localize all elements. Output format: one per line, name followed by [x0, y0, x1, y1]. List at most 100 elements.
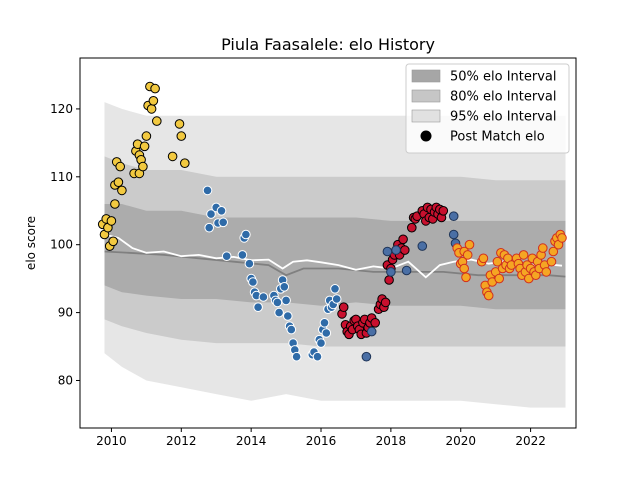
match-point [361, 351, 372, 362]
match-point [316, 338, 326, 348]
match-point [400, 245, 410, 255]
legend-marker [420, 130, 432, 142]
match-point [244, 258, 255, 269]
match-point [462, 250, 473, 260]
match-point [258, 292, 269, 302]
match-point [221, 251, 232, 262]
x-tick-label: 2012 [166, 434, 197, 448]
match-point [370, 318, 381, 328]
match-point [483, 290, 494, 301]
match-point [152, 116, 162, 126]
match-point [538, 243, 548, 253]
match-point [518, 250, 529, 260]
match-point [139, 141, 150, 152]
match-point [115, 161, 125, 172]
chart-title: Piula Faasalele: elo History [221, 35, 435, 54]
match-point [216, 206, 227, 216]
match-point [286, 324, 297, 335]
x-axis: 2010 2012 2014 2016 2018 2020 2022 [96, 428, 546, 448]
match-point [492, 256, 503, 267]
match-point [541, 267, 552, 277]
match-point [283, 311, 293, 321]
match-point [459, 263, 470, 274]
match-point [380, 297, 391, 308]
x-tick-label: 2016 [306, 434, 337, 448]
match-point [274, 307, 284, 318]
match-point [110, 199, 120, 209]
match-point [312, 351, 323, 362]
match-point [438, 206, 449, 216]
match-point [202, 185, 213, 196]
match-point [330, 284, 340, 294]
match-point [331, 294, 342, 304]
match-point [146, 104, 157, 114]
match-point [338, 302, 349, 313]
match-point [241, 229, 251, 240]
y-tick-label: 90 [58, 306, 73, 320]
match-point [464, 239, 475, 250]
match-point [176, 131, 187, 141]
match-point [106, 216, 117, 226]
match-point [384, 275, 394, 285]
y-tick-label: 100 [50, 238, 73, 252]
x-tick-label: 2022 [515, 434, 546, 448]
match-point [366, 326, 377, 337]
match-point [291, 351, 302, 362]
match-point [461, 272, 471, 283]
match-point [557, 233, 567, 243]
x-tick-label: 2018 [376, 434, 407, 448]
legend-label: 95% elo Interval [450, 110, 557, 125]
match-point [141, 131, 152, 141]
legend-swatch [411, 109, 441, 123]
match-point [113, 177, 124, 187]
match-point [204, 222, 214, 233]
plot-area [97, 81, 567, 408]
match-point [548, 246, 559, 257]
match-point [448, 211, 459, 221]
legend-swatch [411, 89, 441, 103]
match-point [407, 222, 417, 233]
y-axis-label: elo score [24, 216, 38, 270]
match-point [382, 246, 393, 257]
match-point [272, 297, 283, 308]
match-point [150, 83, 160, 94]
x-tick-label: 2014 [236, 434, 267, 448]
match-point [180, 158, 190, 168]
match-point [386, 267, 396, 277]
band-50 [104, 204, 566, 310]
match-point [218, 217, 228, 228]
match-point [391, 245, 401, 255]
legend-label: 50% elo Interval [450, 70, 557, 85]
legend: 50% elo Interval 80% elo Interval 95% elo … [405, 63, 570, 154]
match-point [448, 229, 459, 240]
y-tick-label: 120 [50, 102, 73, 116]
legend-box [405, 63, 570, 154]
match-point [494, 273, 505, 284]
match-point [398, 234, 408, 245]
y-tick-label: 110 [50, 170, 73, 184]
axes-frame [79, 57, 577, 429]
match-point [401, 265, 412, 276]
legend-label: 80% elo Interval [450, 90, 557, 105]
legend-label: Post Match elo [450, 130, 545, 145]
match-point [148, 96, 159, 106]
match-point [253, 302, 263, 313]
match-point [478, 253, 489, 264]
y-axis: 80 90 100 110 120 [50, 102, 80, 387]
match-point [279, 282, 290, 292]
legend-swatch [411, 69, 441, 83]
match-point [237, 250, 248, 260]
y-tick-label: 80 [58, 373, 73, 387]
match-point [321, 328, 332, 338]
match-point [417, 241, 428, 251]
match-point [174, 119, 185, 129]
match-point [319, 318, 330, 328]
match-point [117, 185, 127, 196]
match-point [108, 236, 118, 247]
match-point [546, 256, 557, 267]
match-point [138, 161, 148, 172]
x-tick-label: 2010 [96, 434, 127, 448]
match-point [206, 209, 216, 219]
match-point [167, 151, 178, 162]
